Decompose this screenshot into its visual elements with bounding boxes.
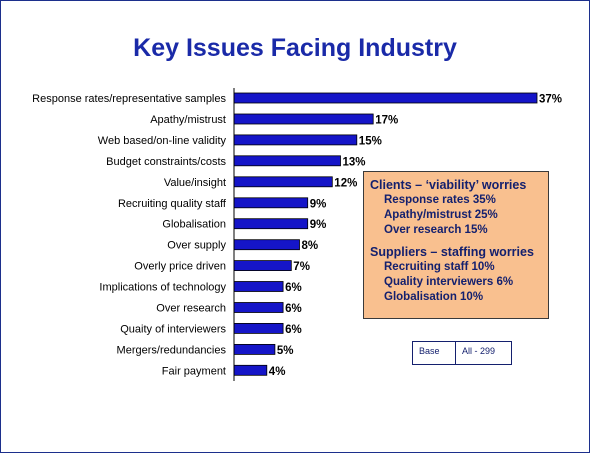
category-label: Over supply — [167, 240, 226, 252]
chart-title: Key Issues Facing Industry — [133, 34, 457, 62]
suppliers-item: Globalisation 10% — [384, 291, 484, 303]
bar — [233, 239, 300, 251]
category-label: Apathy/mistrust — [150, 114, 226, 126]
suppliers-heading: Suppliers – staffing worries — [370, 245, 534, 259]
data-label: 13% — [343, 156, 366, 168]
bar — [233, 260, 292, 272]
bar — [233, 176, 333, 188]
category-label: Response rates/representative samples — [32, 93, 226, 105]
category-label: Over research — [156, 303, 226, 315]
bar — [233, 218, 309, 230]
category-label: Web based/on-line validity — [98, 135, 227, 147]
base-value: All - 299 — [462, 346, 496, 356]
bar — [233, 364, 268, 376]
bar — [233, 134, 358, 146]
category-label: Globalisation — [162, 219, 226, 231]
data-label: 17% — [375, 115, 398, 127]
category-label: Budget constraints/costs — [106, 156, 226, 168]
category-label: Quaity of interviewers — [120, 323, 226, 335]
base-box: Base All - 299 — [412, 341, 512, 365]
data-label: 9% — [310, 198, 327, 210]
labels-layer: Response rates/representative samples 37%… — [32, 93, 562, 378]
data-label: 4% — [269, 366, 286, 378]
data-label: 15% — [359, 135, 382, 147]
bar — [233, 92, 538, 104]
clients-item: Over research 15% — [384, 224, 488, 236]
bars-layer — [233, 92, 538, 376]
category-label: Value/insight — [164, 177, 226, 189]
data-label: 8% — [302, 240, 319, 252]
data-label: 6% — [285, 303, 302, 315]
suppliers-item: Recruiting staff 10% — [384, 261, 495, 273]
category-label: Overly price driven — [134, 261, 226, 273]
data-label: 7% — [293, 261, 310, 273]
clients-item: Response rates 35% — [384, 194, 496, 206]
bar — [233, 343, 276, 355]
bar — [233, 155, 341, 167]
clients-heading: Clients – ‘viability’ worries — [370, 178, 527, 192]
data-label: 6% — [285, 324, 302, 336]
category-label: Fair payment — [162, 365, 226, 377]
data-label: 37% — [539, 94, 562, 106]
data-label: 5% — [277, 345, 294, 357]
bar — [233, 197, 309, 209]
suppliers-item: Quality interviewers 6% — [384, 276, 514, 288]
data-label: 9% — [310, 219, 327, 231]
bar — [233, 322, 284, 334]
bar — [233, 113, 374, 125]
data-label: 6% — [285, 282, 302, 294]
bar — [233, 302, 284, 313]
category-label: Mergers/redundancies — [117, 344, 227, 356]
bar — [233, 281, 284, 292]
base-label: Base — [413, 342, 456, 364]
clients-item: Apathy/mistrust 25% — [384, 209, 498, 221]
data-label: 12% — [334, 177, 357, 189]
callout-box: Clients – ‘viability’ worries Response r… — [363, 171, 549, 319]
category-label: Recruiting quality staff — [118, 198, 227, 210]
category-label: Implications of technology — [99, 282, 226, 294]
